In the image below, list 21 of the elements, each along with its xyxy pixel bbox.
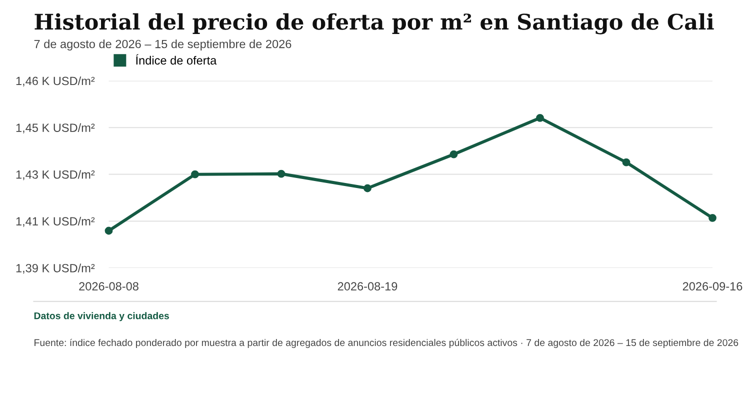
legend-label: Índice de oferta bbox=[136, 54, 217, 65]
point bbox=[191, 170, 199, 178]
point bbox=[104, 226, 113, 235]
point bbox=[622, 158, 630, 166]
x-tick-label: 2026-08-08 bbox=[79, 282, 138, 290]
chart-subtitle: 7 de agosto de 2026 – 15 de septiembre de 2026 bbox=[34, 40, 292, 51]
source-note: Fuente: índice fechado ponderado por muestra a partir de agregados de anuncios residenciales públicos activos · 7 de agosto de 2026 – 15 de septiembre de 2026 bbox=[34, 338, 738, 348]
point bbox=[708, 214, 716, 222]
point bbox=[450, 150, 458, 158]
y-tick-label: 1,39 K USD/m² bbox=[16, 264, 95, 274]
point bbox=[536, 114, 544, 122]
y-tick-label: 1,46 K USD/m² bbox=[16, 76, 95, 87]
x-tick-label: 2026-09-16 bbox=[682, 282, 742, 290]
y-tick-label: 1,43 K USD/m² bbox=[16, 170, 95, 180]
y-tick-label: 1,45 K USD/m² bbox=[16, 123, 95, 134]
text: Datos de vivienda y ciudades bbox=[34, 312, 169, 322]
point bbox=[277, 170, 286, 178]
point bbox=[364, 184, 372, 192]
y-tick-label: 1,41 K USD/m² bbox=[16, 216, 95, 227]
x-tick-label: 2026-08-19 bbox=[338, 282, 398, 290]
chart-title: Historial del precio de oferta por m² en Santiago de Cali bbox=[34, 13, 714, 34]
